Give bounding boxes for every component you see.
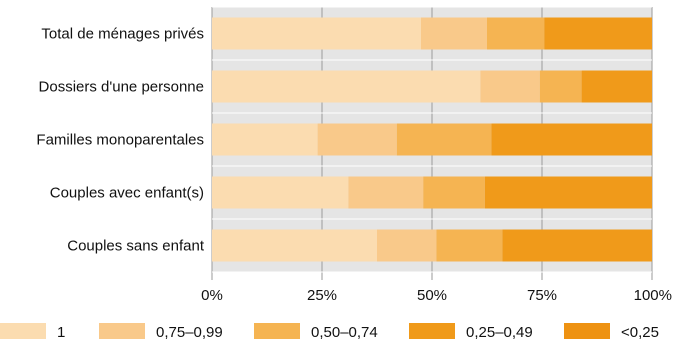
legend-label: <0,25 — [621, 324, 659, 341]
x-tick-labels: 0% 25% 50% 75% 100% — [201, 287, 672, 304]
legend-item: <0,25 — [564, 323, 659, 341]
bar-segment — [484, 176, 652, 209]
legend-label: 0,25–0,49 — [466, 324, 533, 341]
bar-segment — [348, 176, 424, 209]
bar-segment — [480, 70, 540, 103]
bar-segment — [491, 123, 652, 156]
legend-item: 0,25–0,49 — [409, 323, 533, 341]
bar-segment — [539, 70, 582, 103]
bar-segment — [317, 123, 397, 156]
x-tick-label: 50% — [417, 287, 447, 304]
legend-label: 0,75–0,99 — [156, 324, 223, 341]
legend-swatch — [99, 323, 145, 339]
x-tick-label: 25% — [307, 287, 337, 304]
bar-segment — [421, 17, 487, 50]
legend-swatch — [254, 323, 300, 339]
x-tick-label: 0% — [201, 287, 223, 304]
category-label: Couples sans enfant — [67, 238, 205, 255]
category-label: Familles monoparentales — [36, 132, 204, 149]
x-tick-label: 100% — [634, 287, 672, 304]
bar-segment — [212, 229, 377, 262]
legend-swatch — [0, 323, 46, 339]
bar-segment — [436, 229, 503, 262]
bar-segment — [212, 123, 318, 156]
legend: 1 0,75–0,99 0,50–0,74 0,25–0,49 <0,25 — [0, 323, 659, 341]
bar-segment — [212, 70, 481, 103]
category-label: Total de ménages privés — [41, 26, 204, 43]
legend-item: 0,50–0,74 — [254, 323, 378, 341]
bar-segment — [212, 17, 421, 50]
bar-segment — [544, 17, 652, 50]
legend-item: 1 — [0, 323, 65, 341]
legend-item: 0,75–0,99 — [99, 323, 223, 341]
bars — [212, 17, 652, 262]
legend-label: 1 — [57, 324, 65, 341]
category-label: Dossiers d'une personne — [39, 79, 204, 96]
bar-segment — [423, 176, 485, 209]
bar-segment — [502, 229, 652, 262]
bar-segment — [212, 176, 349, 209]
legend-swatch — [564, 323, 610, 339]
legend-swatch — [409, 323, 455, 339]
bar-segment — [377, 229, 437, 262]
bar-segment — [581, 70, 652, 103]
bar-segment — [487, 17, 545, 50]
category-label: Couples avec enfant(s) — [50, 185, 204, 202]
x-tick-label: 75% — [527, 287, 557, 304]
legend-label: 0,50–0,74 — [311, 324, 378, 341]
bar-segment — [396, 123, 492, 156]
category-labels: Total de ménages privés Dossiers d'une pe… — [36, 26, 204, 255]
